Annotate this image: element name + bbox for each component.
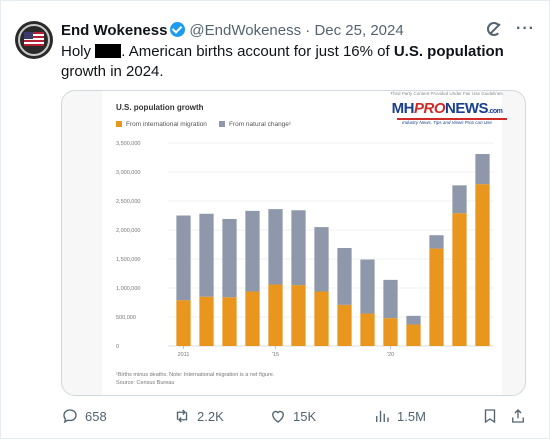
avatar-ring (18, 24, 50, 56)
bar-natural-change (314, 227, 329, 292)
legend-label-migration: From international migration (126, 121, 207, 128)
repost-button[interactable]: 2.2K (173, 407, 224, 425)
watermark-tagline: Industry News, Tips and Views Pros can U… (402, 120, 492, 125)
bar-natural-change (268, 209, 283, 285)
bar-natural-change (452, 185, 467, 214)
legend-item-natural: From natural change¹ (218, 121, 292, 128)
author-name[interactable]: End Wokeness (61, 22, 168, 39)
reply-button[interactable]: 658 (61, 407, 107, 425)
tweet-text: Holy . American births account for just … (61, 42, 531, 82)
bar-natural-change (176, 215, 191, 301)
x-tick-label: '15 (272, 352, 279, 358)
censor-box (95, 44, 122, 58)
bar-natural-change (291, 210, 306, 286)
repost-count: 2.2K (197, 408, 224, 424)
bar-migration (314, 291, 329, 346)
tweet-media[interactable]: U.S. population growth From internationa… (61, 90, 526, 396)
grok-icon[interactable] (486, 21, 502, 37)
bar-natural-change (222, 218, 237, 298)
chart-title: U.S. population growth (116, 103, 204, 112)
legend-swatch-natural (218, 121, 225, 127)
logo-pro: PRO (413, 100, 446, 117)
bar-natural-change (199, 213, 214, 297)
reply-icon (63, 409, 77, 424)
tweet-date[interactable]: Dec 25, 2024 (314, 22, 404, 39)
y-tick-label: 2,500,000 (116, 199, 140, 205)
bar-migration (337, 304, 352, 346)
reply-count: 658 (85, 408, 107, 424)
author-handle[interactable]: @EndWokeness (189, 22, 302, 39)
logo-news: NEWS (445, 100, 489, 117)
chart-card: U.S. population growth From internationa… (102, 91, 502, 395)
text-suffix: growth in 2024. (61, 63, 164, 80)
bar-migration (429, 248, 444, 346)
bar-migration (176, 300, 191, 346)
bar-migration (475, 184, 490, 346)
bar-migration (360, 313, 375, 346)
y-tick-label: 1,500,000 (116, 257, 140, 263)
flag-icon (24, 32, 44, 46)
x-tick-label: '20 (387, 352, 394, 358)
y-tick-label: 0 (116, 344, 119, 350)
x-tick-label: 2011 (178, 352, 190, 358)
chart-plot: 0 500,000 1,000,000 1,500,000 2,000,000 2,500… (116, 141, 494, 358)
chart-legend: From international migration From natura… (116, 121, 291, 128)
more-icon[interactable]: ··· (516, 20, 535, 37)
footnote-note: ¹Births minus deaths. Note: Internationa… (116, 372, 275, 378)
bar-natural-change (383, 279, 398, 319)
y-tick-label: 500,000 (116, 315, 136, 321)
y-tick-label: 1,000,000 (116, 286, 140, 292)
bar-migration (406, 324, 421, 346)
bar-migration (222, 297, 237, 346)
bar-migration (291, 285, 306, 346)
chart-footnote: ¹Births minus deaths. Note: Internationa… (116, 371, 274, 387)
action-bar: 658 2.2K 15K 1.5M (57, 406, 537, 426)
bar-migration (245, 291, 260, 346)
repost-icon (176, 409, 188, 423)
bar-natural-change (429, 235, 444, 249)
share-button[interactable] (509, 407, 527, 425)
bar-natural-change (406, 315, 421, 325)
bar-natural-change (360, 259, 375, 314)
y-tick-label: 2,000,000 (116, 228, 140, 234)
like-button[interactable]: 15K (269, 407, 316, 425)
header-icons: ··· (486, 20, 535, 38)
text-bold: U.S. population (393, 43, 504, 60)
watermark-logo: Third Party Content Provided Under Fair … (377, 91, 517, 143)
text-middle: . American births account for just 16% o… (121, 43, 390, 60)
logo-com: .com (488, 108, 503, 115)
bar-migration (452, 213, 467, 346)
bar-migration (383, 318, 398, 346)
legend-item-migration: From international migration (116, 121, 207, 128)
y-tick-label: 3,500,000 (116, 141, 140, 147)
watermark-underline (397, 118, 507, 120)
tweet-header: End Wokeness @EndWokeness · Dec 25, 2024 (61, 22, 535, 42)
share-icon (512, 409, 524, 423)
separator: · (305, 22, 311, 39)
verified-badge-icon (170, 22, 186, 37)
views-count: 1.5M (397, 408, 426, 424)
y-tick-label: 3,000,000 (116, 170, 140, 176)
watermark-brand: MHPRONEWS.com (377, 100, 517, 117)
bar-migration (199, 296, 214, 346)
views-icon (376, 410, 389, 422)
bar-natural-change (337, 247, 352, 305)
text-prefix: Holy (61, 43, 92, 60)
watermark-note: Third Party Content Provided Under Fair … (390, 91, 504, 96)
bar-migration (268, 284, 283, 346)
avatar[interactable] (15, 21, 53, 59)
logo-mh: MH (391, 100, 415, 117)
bookmark-button[interactable] (481, 407, 499, 425)
bar-natural-change (475, 154, 490, 185)
legend-label-natural: From natural change¹ (228, 121, 292, 128)
views-button[interactable]: 1.5M (373, 407, 426, 425)
like-icon (272, 410, 284, 423)
bar-natural-change (245, 210, 260, 292)
bookmark-icon (484, 409, 496, 424)
legend-swatch-migration (116, 121, 122, 127)
like-count: 15K (293, 408, 317, 424)
footnote-source: Source: Census Bureau (116, 380, 175, 386)
